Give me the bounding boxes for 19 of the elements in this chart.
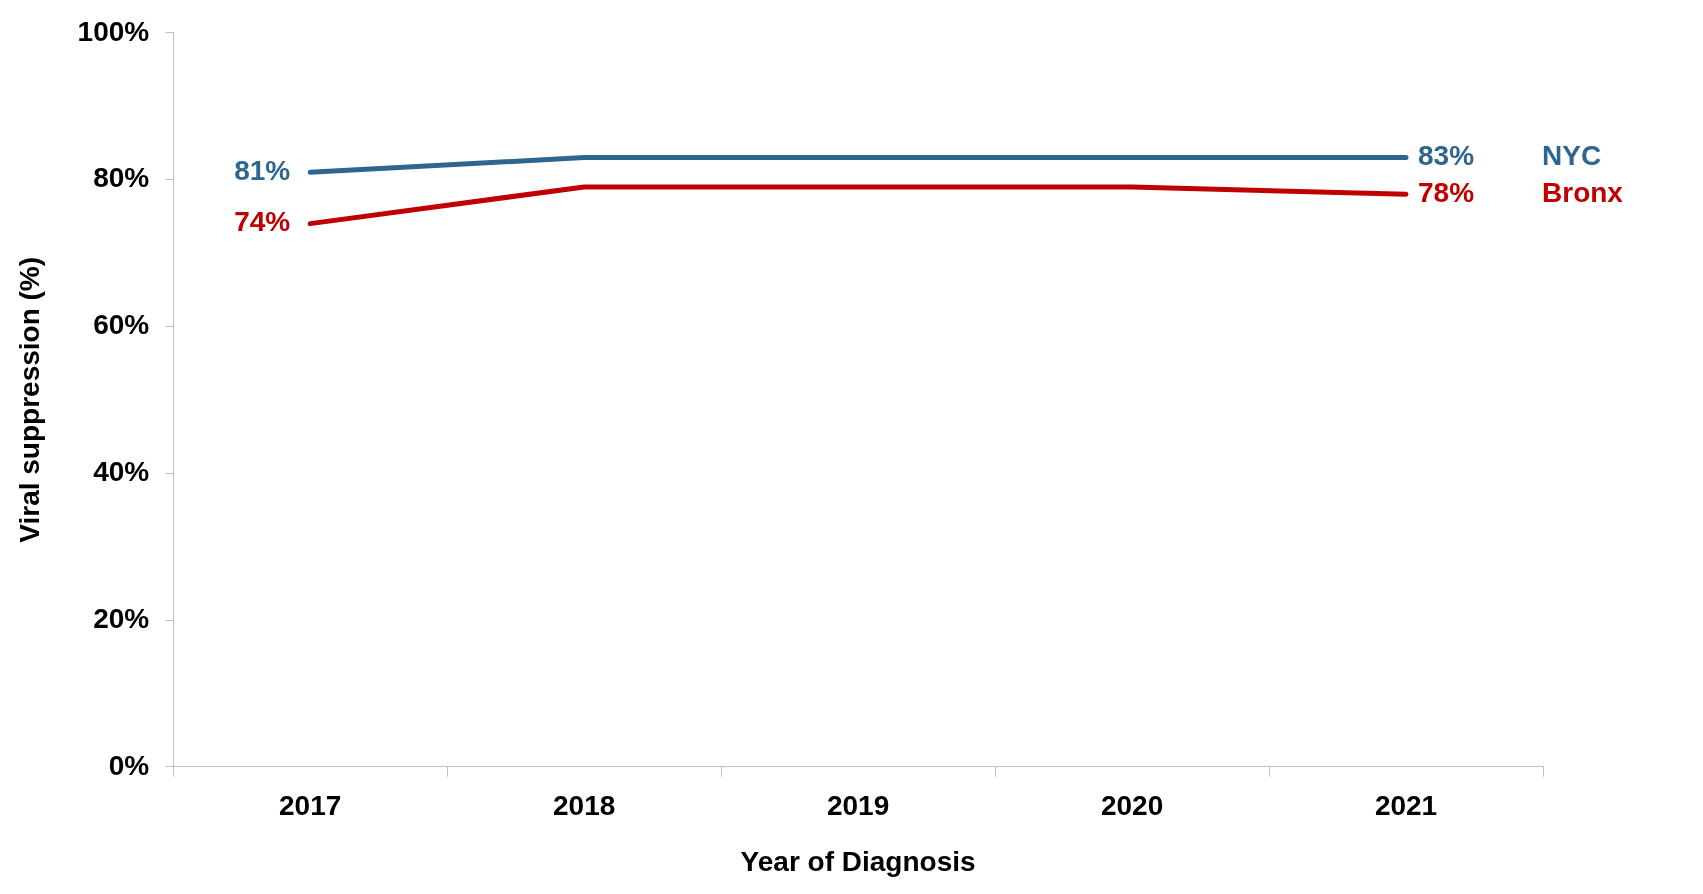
data-label: 81%	[234, 154, 291, 186]
y-axis-title: Viral suppression (%)	[13, 256, 45, 543]
x-tick-label: 2018	[553, 790, 616, 822]
data-label: 78%	[1418, 177, 1475, 208]
y-tick-label: 60%	[93, 309, 150, 341]
y-tick-label: 0%	[108, 749, 150, 781]
x-axis-title: Year of Diagnosis	[740, 845, 976, 877]
x-tick-label: 2021	[1374, 790, 1438, 822]
text: NYC	[1542, 140, 1602, 172]
data-label: 74%	[234, 206, 291, 238]
data-label: 83%	[1418, 140, 1475, 172]
x-tick-label: 2020	[1100, 790, 1164, 822]
y-tick-label: 20%	[93, 602, 150, 634]
y-tick-label: 40%	[93, 455, 150, 487]
x-tick-label: 2019	[826, 790, 890, 822]
y-tick-label: 100%	[77, 15, 150, 47]
x-tick-label: 2017	[279, 790, 342, 822]
y-tick-label: 80%	[93, 162, 150, 194]
text: Bronx	[1542, 177, 1624, 208]
